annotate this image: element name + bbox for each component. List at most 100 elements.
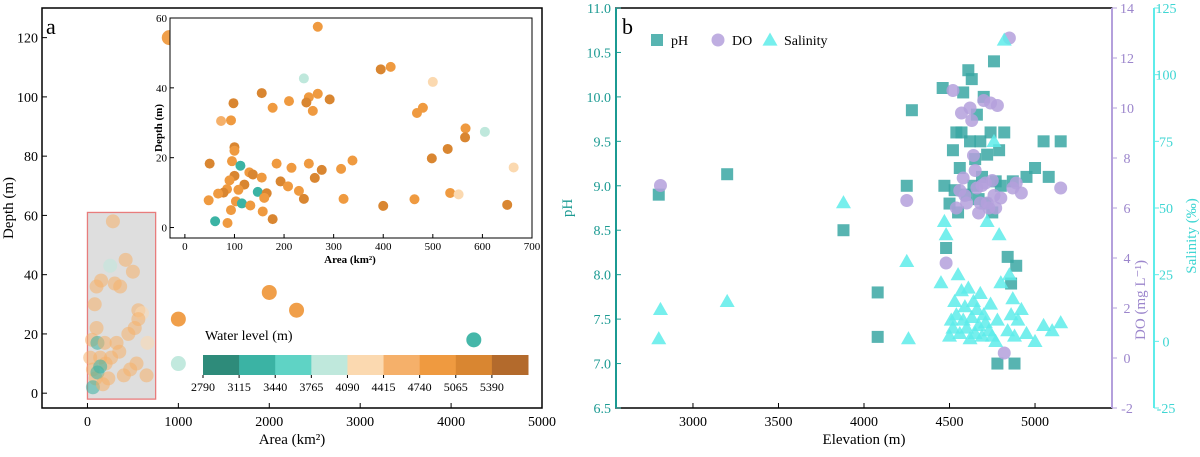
salinity-point [938, 227, 954, 241]
inset-x-tick-label: 100 [226, 241, 243, 253]
colorbar-title: Water level (m) [205, 329, 293, 344]
inset-data-point [229, 145, 240, 156]
do-point [956, 171, 970, 185]
inset-data-point [309, 172, 320, 183]
inset-data-point [275, 176, 286, 187]
ph-point [905, 104, 918, 117]
inset-data-point [303, 158, 314, 169]
salinity-tick-label: 50 [1159, 202, 1173, 217]
data-point [125, 264, 140, 279]
inset-data-point [256, 88, 267, 99]
inset-ticks: 0 100 200 300 400 500 600 700 0 20 40 60 [156, 13, 541, 253]
inset-data-point [286, 162, 297, 173]
ph-point [1042, 170, 1055, 183]
b-x-tick-label: 5000 [1021, 415, 1049, 430]
b-x-tick-label: 4000 [850, 415, 878, 430]
salinity-point [959, 320, 975, 334]
inset-data-point [204, 158, 215, 169]
inset-x-tick-label: 700 [524, 241, 541, 253]
do-point [990, 99, 1004, 112]
do-point [965, 114, 979, 127]
inset-data-point [267, 102, 278, 113]
do-point [985, 174, 999, 187]
y-tick-label: 100 [17, 91, 38, 106]
colorbar-label: 2790 [191, 380, 215, 394]
inset-data-point [213, 188, 224, 199]
legend-marker-salinity [762, 32, 778, 46]
inset-data-point [245, 200, 256, 211]
y-tick-label: 20 [24, 328, 38, 343]
panel-a-points [83, 30, 482, 395]
do-point [960, 196, 974, 210]
do-tick-label: 4 [1124, 252, 1131, 267]
ph-point [1008, 357, 1021, 370]
data-point [289, 302, 305, 318]
inset-x-tick-label: 0 [182, 241, 188, 253]
salinity-point [986, 133, 1002, 147]
ph-point [721, 168, 734, 181]
colorbar-labels: 2790 3115 3440 3765 4090 4415 4740 5065 5390 [191, 375, 504, 394]
inset-frame [169, 17, 533, 239]
inset-data-point [228, 98, 239, 109]
data-point [95, 377, 110, 392]
data-point [87, 297, 102, 312]
salinity-point [1010, 312, 1026, 326]
inset-data-point [324, 94, 335, 105]
ph-point [987, 55, 1000, 68]
do-tick-label: 8 [1124, 152, 1131, 167]
data-point [466, 332, 482, 348]
data-point [83, 350, 98, 365]
do-point [1009, 176, 1023, 190]
ph-point [1054, 135, 1067, 148]
inset-data-point [427, 76, 438, 87]
panel-b-legend: pH DO Salinity [651, 32, 828, 49]
colorbar-segment [383, 355, 421, 375]
ph-tick-label: 7.5 [594, 313, 612, 328]
salinity-point [1044, 323, 1060, 337]
inset-data-point [409, 194, 420, 205]
inset-data-point [257, 206, 268, 217]
panel-b-points [651, 31, 1069, 370]
ph-point [1029, 162, 1042, 174]
salinity-point [974, 328, 990, 342]
data-point [112, 344, 127, 359]
salinity-point [945, 320, 961, 334]
do-point [994, 191, 1008, 205]
salinity-tick-label: 100 [1156, 69, 1177, 84]
legend-label-salinity: Salinity [784, 34, 828, 49]
do-point [972, 206, 986, 220]
inset-x-tick-label: 600 [474, 241, 491, 253]
inset-data-point [445, 187, 456, 198]
salinity-point [1005, 291, 1021, 305]
inset-data-point [385, 61, 396, 72]
data-point [97, 335, 112, 350]
legend-label-do: DO [732, 34, 752, 49]
salinity-point [900, 331, 916, 345]
data-point [93, 359, 108, 374]
inset-data-point [426, 153, 437, 164]
ph-point [900, 179, 913, 192]
do-point [963, 101, 977, 115]
do-point [653, 179, 667, 192]
ph-point [965, 73, 978, 86]
x-tick-label: 3000 [346, 415, 374, 430]
do-point [1054, 181, 1068, 195]
salinity-point [979, 213, 995, 227]
inset-data-point [508, 162, 519, 173]
salinity-point [652, 301, 668, 315]
salinity-point [835, 195, 851, 209]
data-point [118, 252, 133, 267]
ph-tick-label: 10.0 [587, 91, 612, 106]
inset-data-point [259, 192, 270, 203]
x-tick-label: 1000 [164, 415, 192, 430]
ph-tick-label: 11.0 [587, 2, 611, 17]
data-point [94, 273, 109, 288]
inset-chart: 0 100 200 300 400 500 600 700 0 20 40 60 Area (km²)… [153, 13, 541, 266]
ph-point [946, 144, 959, 157]
salinity-point [972, 285, 988, 299]
salinity-point [651, 331, 667, 345]
do-tick-label: 10 [1120, 102, 1134, 117]
legend-marker-do [711, 33, 725, 47]
inset-x-tick-label: 200 [276, 241, 293, 253]
